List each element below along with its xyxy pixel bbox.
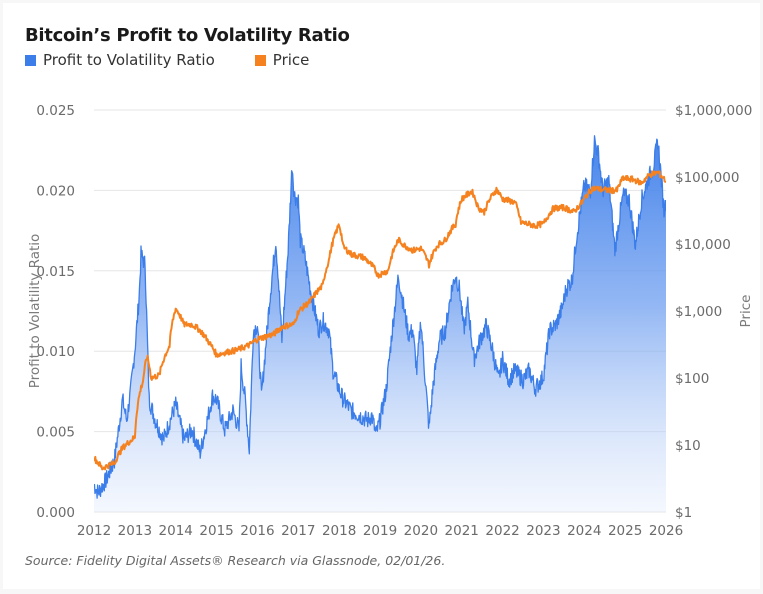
x-tick-label: 2026 (649, 523, 683, 539)
x-tick-label: 2017 (281, 523, 315, 539)
left-axis-label: Profit to Volatility Ratio (27, 234, 43, 389)
right-tick-label: $1 (675, 505, 692, 521)
plot-area (94, 135, 666, 512)
x-tick-label: 2018 (322, 523, 356, 539)
x-tick-label: 2014 (159, 523, 193, 539)
x-tick-label: 2020 (404, 523, 438, 539)
x-tick-label: 2021 (445, 523, 479, 539)
left-tick-label: 0.010 (36, 344, 75, 360)
right-tick-label: $100,000 (675, 170, 739, 186)
x-tick-label: 2024 (567, 523, 601, 539)
x-tick-label: 2015 (199, 523, 233, 539)
legend: Profit to Volatility Ratio Price (25, 51, 349, 69)
source-note: Source: Fidelity Digital Assets® Researc… (25, 553, 446, 568)
right-tick-label: $100 (675, 371, 709, 387)
price-line (94, 170, 666, 471)
left-axis-ticks: 0.000 0.005 0.010 0.015 0.020 0.025 (36, 103, 75, 521)
x-tick-label: 2019 (363, 523, 397, 539)
legend-label-ratio: Profit to Volatility Ratio (43, 51, 215, 69)
right-tick-label: $1,000,000 (675, 103, 752, 119)
right-axis-ticks: $1 $10 $100 $1,000 $10,000 $100,000 $1,000,000 (675, 103, 752, 521)
right-tick-label: $1,000 (675, 304, 722, 320)
legend-item-price: Price (254, 51, 310, 69)
legend-swatch-ratio (25, 54, 36, 66)
legend-label-price: Price (272, 51, 310, 69)
x-tick-label: 2016 (240, 523, 274, 539)
ratio-line (94, 135, 666, 499)
x-tick-label: 2025 (608, 523, 642, 539)
legend-item-ratio: Profit to Volatility Ratio (25, 51, 215, 69)
left-tick-label: 0.005 (36, 425, 75, 441)
right-axis-label: Price (738, 295, 754, 328)
ratio-area-fill (94, 135, 666, 512)
x-tick-label: 2012 (77, 523, 111, 539)
right-tick-label: $10 (675, 438, 701, 454)
left-tick-label: 0.015 (36, 264, 75, 280)
left-tick-label: 0.020 (36, 183, 75, 199)
x-tick-label: 2023 (526, 523, 560, 539)
x-axis-ticks: 2012 2013 2014 2015 2016 2017 2018 2019 2020 2021… (77, 523, 683, 539)
left-tick-label: 0.025 (36, 103, 75, 119)
right-tick-label: $10,000 (675, 237, 731, 253)
x-tick-label: 2013 (118, 523, 152, 539)
x-tick-label: 2022 (485, 523, 519, 539)
left-tick-label: 0.000 (36, 505, 75, 521)
legend-swatch-price (254, 54, 266, 66)
chart-title: Bitcoin’s Profit to Volatility Ratio (25, 25, 350, 46)
